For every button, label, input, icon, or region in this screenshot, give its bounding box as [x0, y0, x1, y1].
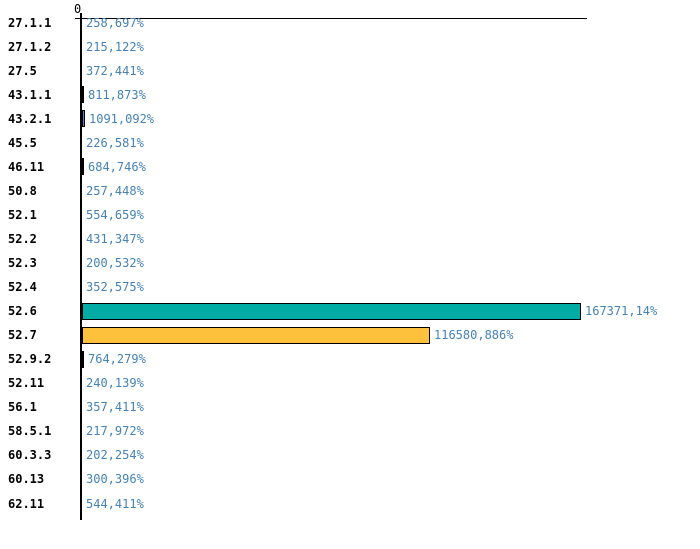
category-label: 43.1.1 — [8, 88, 52, 102]
category-label: 46.11 — [8, 160, 45, 174]
y-axis-line — [80, 13, 82, 520]
bar — [82, 351, 84, 368]
category-label: 52.7 — [8, 328, 37, 342]
value-label: 431,347% — [86, 232, 144, 246]
value-label: 372,441% — [86, 64, 144, 78]
value-label: 811,873% — [88, 88, 146, 102]
value-label: 257,448% — [86, 184, 144, 198]
value-label: 1091,092% — [89, 112, 155, 126]
value-label: 554,659% — [86, 208, 144, 222]
value-label: 300,396% — [86, 472, 144, 486]
category-label: 60.13 — [8, 472, 45, 486]
x-axis-line — [75, 18, 587, 19]
value-label: 200,532% — [86, 256, 144, 270]
category-label: 52.6 — [8, 304, 37, 318]
value-label: 764,279% — [88, 352, 146, 366]
category-label: 27.1.1 — [8, 16, 52, 30]
category-label: 60.3.3 — [8, 448, 52, 462]
bar — [82, 327, 430, 344]
category-label: 52.3 — [8, 256, 37, 270]
category-label: 27.5 — [8, 64, 37, 78]
category-label: 52.1 — [8, 208, 37, 222]
bar — [82, 110, 85, 127]
value-label: 215,122% — [86, 40, 144, 54]
x-axis-zero-tick-label: 0 — [74, 2, 82, 16]
category-label: 52.4 — [8, 280, 37, 294]
value-label: 240,139% — [86, 376, 144, 390]
category-label: 62.11 — [8, 497, 45, 511]
category-label: 43.2.1 — [8, 112, 52, 126]
category-label: 56.1 — [8, 400, 37, 414]
category-label: 52.2 — [8, 232, 37, 246]
value-label: 226,581% — [86, 136, 144, 150]
value-label: 217,972% — [86, 424, 144, 438]
value-label: 357,411% — [86, 400, 144, 414]
category-label: 52.9.2 — [8, 352, 52, 366]
bar — [82, 86, 84, 103]
category-label: 27.1.2 — [8, 40, 52, 54]
value-label: 116580,886% — [434, 328, 514, 342]
bar — [82, 158, 84, 175]
category-label: 58.5.1 — [8, 424, 52, 438]
bar — [82, 303, 581, 320]
category-label: 52.11 — [8, 376, 45, 390]
value-label: 167371,14% — [585, 304, 658, 318]
value-label: 258,697% — [86, 16, 144, 30]
category-label: 50.8 — [8, 184, 37, 198]
value-label: 202,254% — [86, 448, 144, 462]
value-label: 544,411% — [86, 497, 144, 511]
category-label: 45.5 — [8, 136, 37, 150]
value-label: 684,746% — [88, 160, 146, 174]
value-label: 352,575% — [86, 280, 144, 294]
